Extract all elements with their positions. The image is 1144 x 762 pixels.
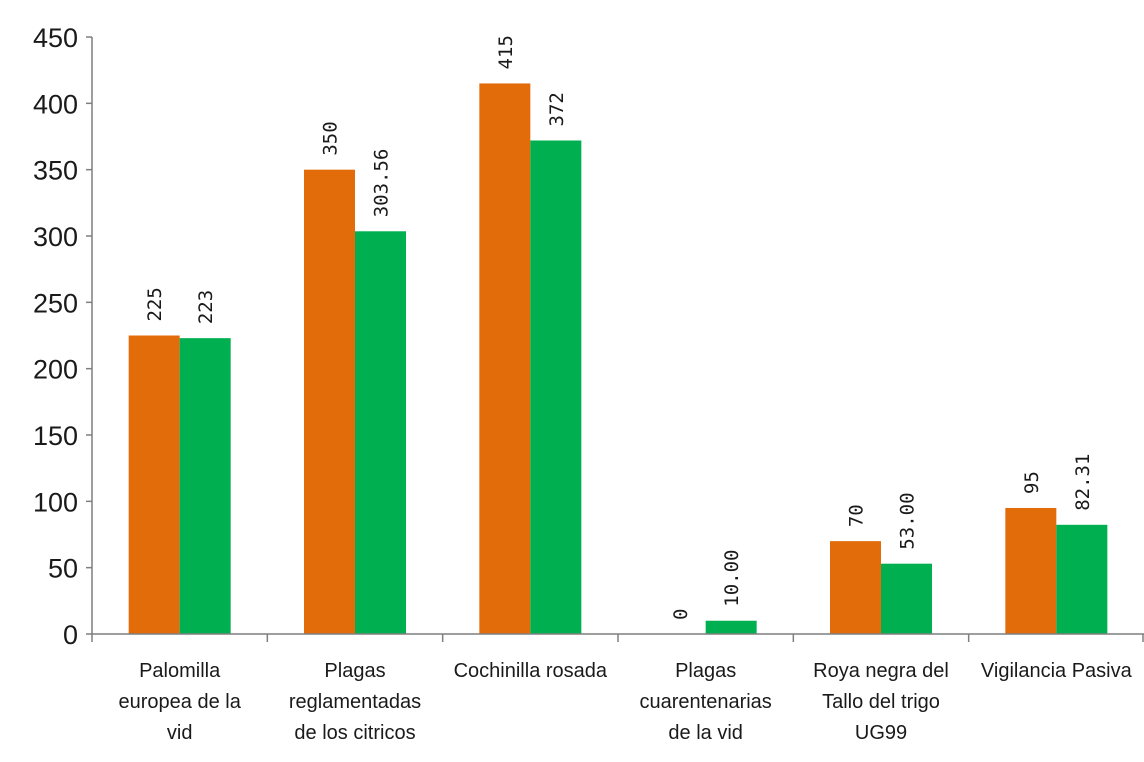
y-tick-label: 300: [33, 222, 78, 252]
bar: [479, 83, 531, 634]
category-label: Roya negra del: [813, 660, 949, 682]
bar: [1056, 524, 1108, 634]
bar: [179, 338, 231, 634]
y-tick-label: 50: [48, 554, 78, 584]
category-label: cuarentenarias: [640, 691, 772, 713]
data-label: 225: [144, 287, 166, 321]
category-label: Palomilla: [139, 660, 221, 682]
y-axis-ticks: 0 50 100 150 200 250 300 350 400 450: [33, 23, 92, 650]
category-label: de la vid: [668, 722, 743, 744]
data-label: 82.31: [1072, 454, 1094, 511]
category-label: europea de la: [119, 691, 242, 713]
y-tick-label: 0: [63, 620, 78, 650]
category-label: de los citricos: [294, 722, 415, 744]
category-label: vid: [167, 722, 193, 744]
data-label: 223: [195, 290, 217, 324]
data-labels: 225 223 350 303.56 415 372 0 10.00 70 53.00 95 82.3…: [144, 35, 1094, 620]
data-label: 70: [846, 504, 868, 527]
y-tick-label: 400: [33, 89, 78, 119]
data-label: 350: [320, 121, 342, 155]
y-tick-label: 350: [33, 156, 78, 186]
y-tick-label: 450: [33, 23, 78, 53]
category-labels: Palomilla europea de la vid Plagas reglament…: [119, 660, 1133, 744]
category-label: Tallo del trigo: [822, 691, 940, 713]
bar: [128, 335, 180, 634]
bar: [705, 620, 757, 634]
category-label: Plagas: [324, 660, 385, 682]
data-label: 0: [670, 609, 692, 620]
bar: [530, 140, 582, 635]
data-label: 10.00: [721, 550, 743, 607]
y-tick-label: 200: [33, 355, 78, 385]
y-tick-label: 250: [33, 288, 78, 318]
category-label: Plagas: [675, 660, 736, 682]
category-label: Cochinilla rosada: [454, 660, 608, 682]
category-label: reglamentadas: [289, 691, 421, 713]
data-label: 95: [1021, 471, 1043, 494]
category-label: UG99: [855, 722, 907, 744]
bar: [881, 563, 932, 634]
category-label: Vigilancia Pasiva: [981, 660, 1133, 682]
bar: [304, 169, 355, 634]
y-tick-label: 100: [33, 487, 78, 517]
axes: [91, 37, 1144, 642]
y-tick-label: 150: [33, 421, 78, 451]
bar: [830, 541, 881, 634]
data-label: 415: [495, 35, 517, 69]
data-label: 372: [546, 92, 568, 126]
data-label: 303.56: [371, 149, 393, 218]
bars: [128, 83, 1108, 635]
bar: [1005, 507, 1057, 634]
bar: [355, 231, 406, 634]
data-label: 53.00: [897, 492, 919, 549]
